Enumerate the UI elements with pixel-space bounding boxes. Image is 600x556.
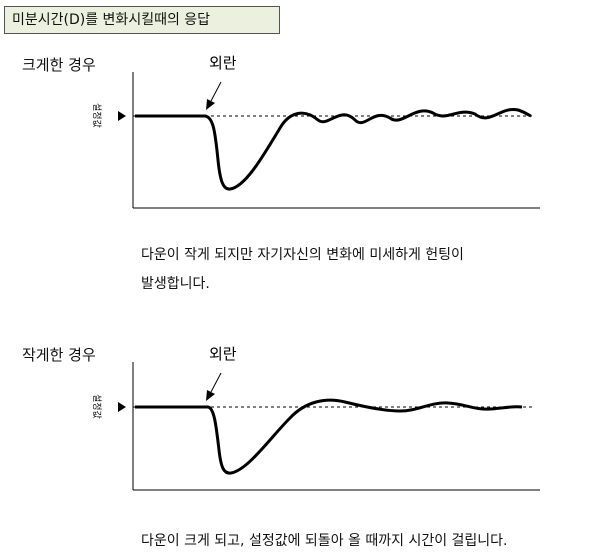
- response-diagram-large: 설정값 외란: [91, 54, 540, 209]
- setpoint-label: 설정값: [91, 394, 103, 419]
- setpoint-arrow-icon: [118, 402, 126, 412]
- caption-line: 발생합니다.: [141, 276, 210, 292]
- response-curve: [135, 108, 532, 191]
- disturbance-label: 외란: [209, 54, 237, 72]
- caption-line: 다운이 작게 되지만 자기자신의 변화에 미세하게 헌팅이: [141, 247, 464, 263]
- disturbance-arrow-head-icon: [206, 99, 215, 110]
- disturbance-arrow: [210, 372, 222, 393]
- setpoint-label: 설정값: [91, 103, 103, 128]
- caption-large: 다운이 작게 되지만 자기자신의 변화에 미세하게 헌팅이 발생합니다.: [141, 241, 464, 299]
- response-diagram-small: 설정값 외란: [91, 345, 540, 491]
- caption-line: 다운이 크게 되고, 설정값에 되돌아 올 때까지 시간이 걸립니다.: [141, 533, 508, 549]
- page-title: 미분시간(D)를 변화시킬때의 응답: [4, 6, 280, 34]
- case-label-large: 크게한 경우: [22, 56, 96, 74]
- response-curve: [135, 398, 523, 475]
- disturbance-arrow-head-icon: [206, 390, 215, 401]
- disturbance-label: 외란: [209, 345, 237, 363]
- caption-small: 다운이 크게 되고, 설정값에 되돌아 올 때까지 시간이 걸립니다.: [141, 527, 508, 556]
- setpoint-arrow-icon: [118, 111, 126, 121]
- disturbance-arrow: [210, 81, 222, 102]
- case-label-small: 작게한 경우: [22, 346, 96, 364]
